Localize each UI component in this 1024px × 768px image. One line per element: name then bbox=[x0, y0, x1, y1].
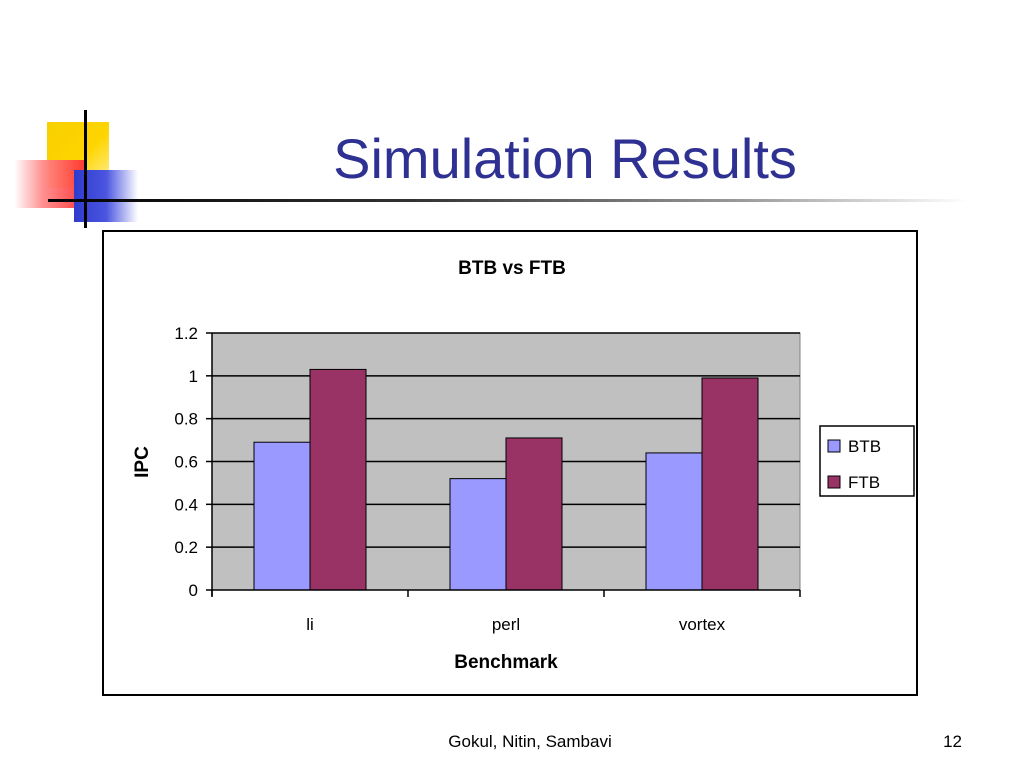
bar-ftb-vortex bbox=[701, 377, 759, 591]
y-axis-title: IPC bbox=[132, 446, 153, 478]
bar-btb-li bbox=[253, 441, 311, 591]
x-tick-label: li bbox=[306, 615, 314, 634]
bar-ftb-li bbox=[309, 368, 367, 591]
axes bbox=[206, 332, 801, 597]
bar-btb-perl bbox=[449, 478, 507, 591]
x-tick-label: vortex bbox=[679, 615, 726, 634]
title-underline bbox=[48, 199, 968, 202]
footer-authors: Gokul, Nitin, Sambavi bbox=[448, 732, 612, 751]
legend-label-btb: BTB bbox=[848, 437, 881, 456]
y-tick-label: 0.2 bbox=[174, 538, 198, 557]
y-tick-label: 1 bbox=[189, 367, 198, 386]
page-number: 12 bbox=[943, 732, 962, 751]
bar-ftb-perl bbox=[505, 437, 563, 591]
legend: BTB FTB bbox=[819, 425, 915, 497]
y-tick-label: 0.8 bbox=[174, 410, 198, 429]
x-tick-labels: li perl vortex bbox=[306, 615, 725, 634]
y-tick-labels: 0 0.2 0.4 0.6 0.8 1 1.2 bbox=[174, 324, 198, 600]
y-tick-label: 0.4 bbox=[174, 495, 198, 514]
x-tick-label: perl bbox=[492, 615, 520, 634]
bars bbox=[253, 368, 759, 591]
bar-chart: BTB vs FTB 0 0.2 0.4 0.6 0.8 1 1.2 li perl vorte… bbox=[132, 258, 915, 673]
x-axis-title: Benchmark bbox=[454, 652, 558, 673]
y-tick-label: 0 bbox=[189, 581, 198, 600]
legend-swatch-btb bbox=[827, 439, 841, 453]
legend-label-ftb: FTB bbox=[848, 473, 880, 492]
decor-vertical-line bbox=[84, 110, 87, 228]
slide-title: Simulation Results bbox=[333, 127, 797, 190]
chart-title: BTB vs FTB bbox=[458, 258, 566, 279]
bar-btb-vortex bbox=[645, 452, 703, 591]
chart-frame: BTB vs FTB 0 0.2 0.4 0.6 0.8 1 1.2 li perl vorte… bbox=[102, 230, 918, 696]
y-tick-label: 0.6 bbox=[174, 453, 198, 472]
y-tick-label: 1.2 bbox=[174, 324, 198, 343]
legend-swatch-ftb bbox=[827, 475, 841, 489]
